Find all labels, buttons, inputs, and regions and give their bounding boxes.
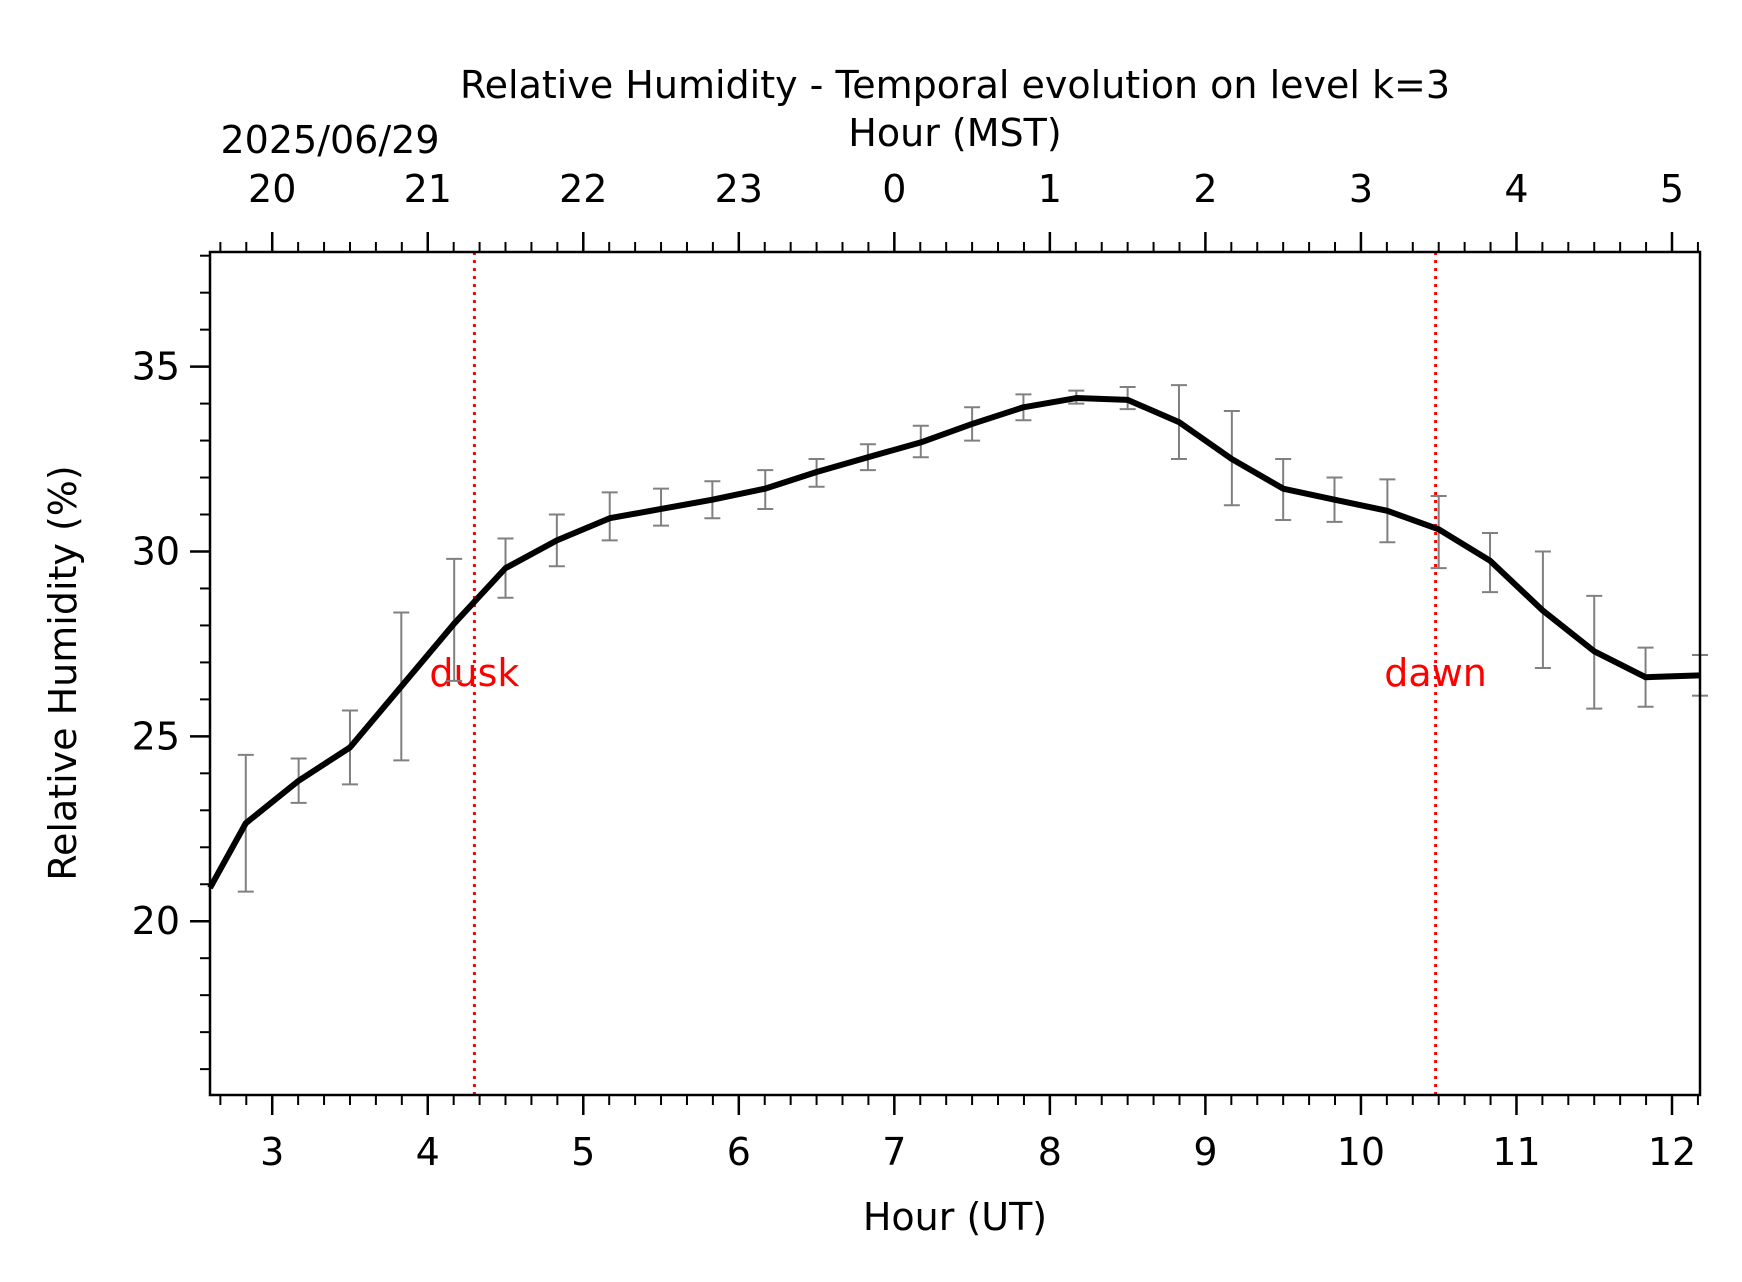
y-axis-title: Relative Humidity (%) — [41, 465, 85, 880]
x-tick-label: 9 — [1193, 1130, 1217, 1174]
top-tick-label: 21 — [404, 167, 452, 211]
top-tick-label: 22 — [559, 167, 607, 211]
x-tick-label: 6 — [727, 1130, 751, 1174]
x-tick-label: 5 — [571, 1130, 595, 1174]
chart-title: Relative Humidity - Temporal evolution o… — [460, 63, 1450, 107]
x-tick-label: 11 — [1492, 1130, 1540, 1174]
x-tick-label: 4 — [416, 1130, 440, 1174]
dusk-label: dusk — [429, 651, 519, 695]
dawn-label: dawn — [1384, 651, 1487, 695]
top-tick-label: 5 — [1660, 167, 1684, 211]
top-tick-label: 20 — [248, 167, 296, 211]
top-axis-title: Hour (MST) — [848, 111, 1061, 155]
x-tick-label: 7 — [882, 1130, 906, 1174]
top-tick-label: 2 — [1193, 167, 1217, 211]
plot-frame — [208, 250, 1702, 1097]
y-tick-label: 35 — [132, 345, 180, 389]
top-tick-label: 4 — [1504, 167, 1528, 211]
plot-area: dusk dawn — [207, 252, 1708, 1095]
top-tick-label: 0 — [882, 167, 906, 211]
y-tick-label: 20 — [132, 899, 180, 943]
top-date-label: 2025/06/29 — [220, 118, 439, 162]
y-tick-label: 30 — [132, 529, 180, 573]
x-tick-label: 10 — [1337, 1130, 1385, 1174]
x-axis-title: Hour (UT) — [863, 1195, 1047, 1239]
x-tick-label: 3 — [260, 1130, 284, 1174]
x-tick-label: 12 — [1648, 1130, 1696, 1174]
humidity-series-line — [207, 395, 1701, 890]
top-tick-label: 23 — [715, 167, 763, 211]
top-tick-label: 3 — [1349, 167, 1373, 211]
x-tick-label: 8 — [1038, 1130, 1062, 1174]
top-tick-label: 1 — [1038, 167, 1062, 211]
y-tick-label: 25 — [132, 714, 180, 758]
